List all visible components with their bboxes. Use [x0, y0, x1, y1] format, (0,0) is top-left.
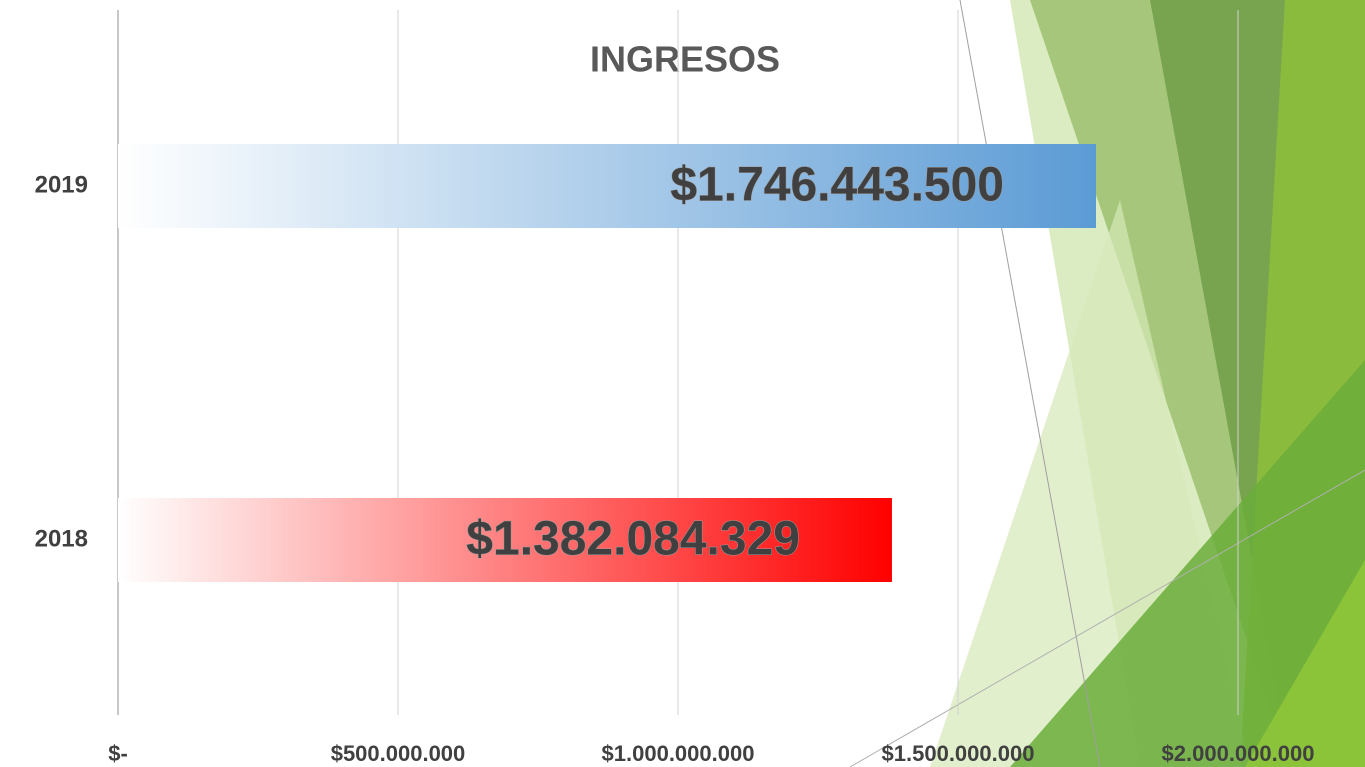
x-tick-label: $1.000.000.000: [602, 741, 755, 766]
y-tick-label: 2019: [35, 171, 88, 198]
value-label: $1.746.443.500: [670, 159, 1004, 212]
background-decoration: [849, 0, 1365, 767]
x-tick-label: $2.000.000.000: [1162, 741, 1315, 766]
value-label: $1.382.084.329: [466, 513, 800, 566]
x-tick-label: $-: [108, 741, 128, 766]
chart-title: INGRESOS: [590, 39, 780, 80]
x-tick-label: $500.000.000: [331, 741, 466, 766]
y-tick-label: 2018: [35, 525, 88, 552]
x-tick-label: $1.500.000.000: [882, 741, 1035, 766]
bar: [118, 498, 892, 582]
bar: [118, 144, 1097, 228]
